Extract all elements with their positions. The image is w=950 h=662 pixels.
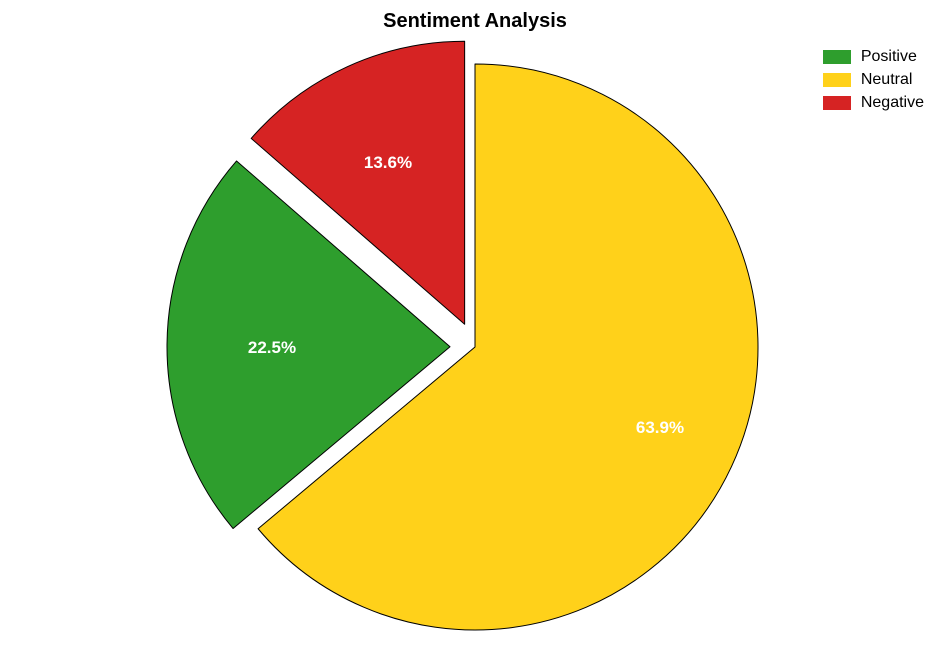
legend-item-neutral: Neutral [823, 71, 924, 89]
legend-item-positive: Positive [823, 48, 924, 66]
pie-slice-label-neutral: 63.9% [636, 418, 684, 438]
legend-label-neutral: Neutral [861, 71, 913, 89]
pie-chart [0, 0, 950, 662]
legend: Positive Neutral Negative [823, 48, 924, 117]
legend-swatch-positive [823, 50, 851, 64]
legend-swatch-neutral [823, 73, 851, 87]
legend-swatch-negative [823, 96, 851, 110]
legend-label-negative: Negative [861, 94, 924, 112]
pie-slice-label-negative: 13.6% [364, 153, 412, 173]
pie-slice-label-positive: 22.5% [248, 338, 296, 358]
legend-item-negative: Negative [823, 94, 924, 112]
legend-label-positive: Positive [861, 48, 917, 66]
